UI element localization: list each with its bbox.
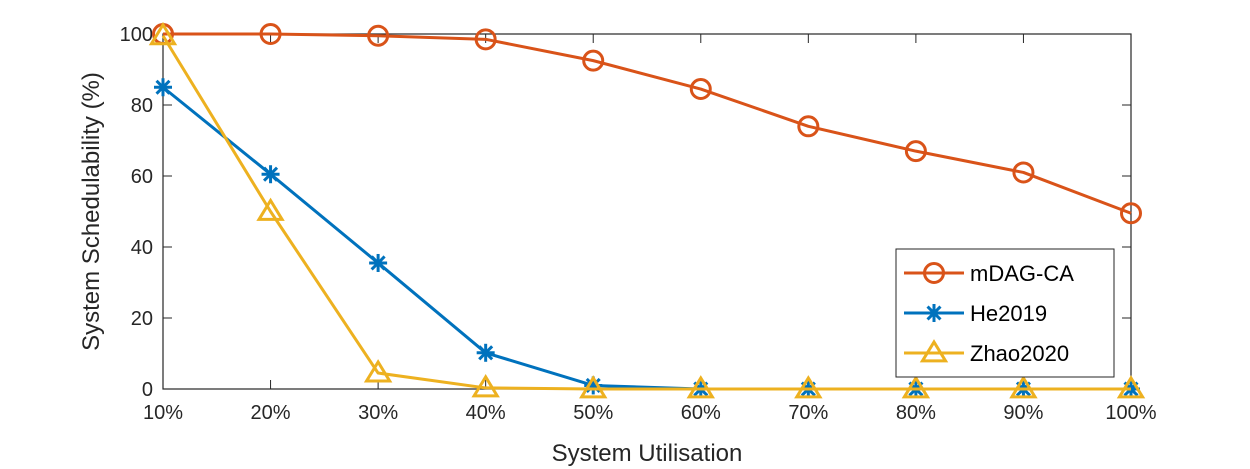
y-axis-title: System Schedulability (%) xyxy=(78,72,105,351)
series-line-zhao2020 xyxy=(161,34,1131,391)
data-point-zhao2020 xyxy=(686,375,716,399)
data-point-he2019 xyxy=(476,343,495,362)
data-point-zhao2020 xyxy=(578,375,608,399)
legend-entry-zhao2020: Zhao2020 xyxy=(904,339,1069,366)
data-point-mdag-ca xyxy=(1120,202,1142,225)
data-point-mdag-ca xyxy=(367,24,390,47)
data-point-mdag-ca xyxy=(1012,161,1035,184)
data-point-he2019 xyxy=(369,253,388,272)
series-mdag-ca xyxy=(152,23,1142,225)
legend-marker-zhao2020 xyxy=(919,339,949,363)
data-point-zhao2020 xyxy=(794,375,823,399)
data-point-mdag-ca xyxy=(689,78,712,101)
legend: mDAG-CA He2019 Zhao2020 xyxy=(895,248,1115,378)
series-line-mdag-ca xyxy=(163,32,1132,215)
legend-marker-mdag-ca xyxy=(923,262,945,284)
x-tick-label: 20% xyxy=(251,402,291,424)
x-axis-ticks: 10% 20% 30% 40% 50% 60% 70% 80% 90% 100% xyxy=(143,34,1157,424)
data-point-zhao2020 xyxy=(901,375,931,399)
data-point-mdag-ca xyxy=(797,115,820,138)
legend-entry-mdag-ca: mDAG-CA xyxy=(904,261,1074,286)
x-tick-label: 80% xyxy=(896,402,936,424)
y-tick-label: 60 xyxy=(131,166,153,188)
x-tick-label: 90% xyxy=(1003,402,1043,424)
x-tick-label: 100% xyxy=(1105,402,1156,424)
x-tick-label: 10% xyxy=(143,402,183,424)
y-tick-label: 80 xyxy=(131,95,153,117)
data-point-zhao2020 xyxy=(471,374,500,398)
data-point-mdag-ca xyxy=(259,23,282,45)
legend-label: Zhao2020 xyxy=(970,341,1069,366)
series-layer xyxy=(148,21,1146,399)
data-point-zhao2020 xyxy=(363,359,393,383)
y-tick-label: 40 xyxy=(131,237,153,259)
x-tick-label: 40% xyxy=(466,402,506,424)
x-tick-label: 70% xyxy=(788,402,828,424)
x-axis-title: System Utilisation xyxy=(552,440,743,467)
data-point-mdag-ca xyxy=(582,49,605,72)
data-point-mdag-ca xyxy=(904,140,927,163)
data-point-zhao2020 xyxy=(148,21,178,46)
x-tick-label: 30% xyxy=(358,402,398,424)
data-point-zhao2020 xyxy=(1009,375,1038,399)
legend-label: mDAG-CA xyxy=(970,261,1074,286)
x-tick-label: 50% xyxy=(573,402,613,424)
legend-label: He2019 xyxy=(970,301,1047,326)
legend-entry-he2019: He2019 xyxy=(904,301,1047,326)
data-point-zhao2020 xyxy=(256,197,285,221)
y-tick-label: 0 xyxy=(142,379,153,401)
data-point-mdag-ca xyxy=(474,28,497,51)
legend-marker-he2019 xyxy=(925,304,943,322)
x-tick-label: 60% xyxy=(681,402,721,424)
series-zhao2020 xyxy=(148,21,1146,399)
data-point-zhao2020 xyxy=(1116,375,1146,399)
y-tick-label: 100 xyxy=(120,24,153,46)
data-point-he2019 xyxy=(261,165,280,184)
y-axis-ticks: 0 20 40 60 80 100 xyxy=(120,24,1131,401)
y-tick-label: 20 xyxy=(131,308,153,330)
data-point-he2019 xyxy=(154,78,172,97)
